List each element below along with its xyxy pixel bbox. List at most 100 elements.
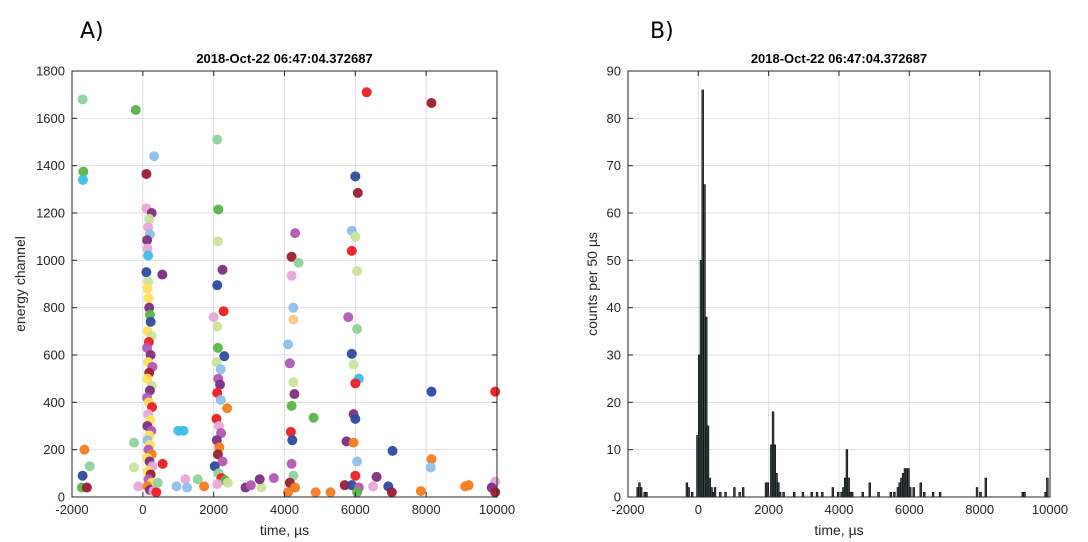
data-point [149,151,160,162]
histogram-bar [975,487,979,498]
data-point [346,245,357,256]
histogram-bar [815,491,819,498]
histogram-bar [984,477,987,498]
data-point [343,312,354,323]
y-tick-label: 30 [607,348,621,363]
data-point [371,471,382,482]
data-point [152,477,163,488]
data-point [288,377,299,388]
y-tick-label: 1800 [36,64,65,79]
panel-b-letter: B) [650,19,674,44]
x-tick-label: 10000 [479,502,515,517]
x-tick-label: 6000 [341,502,370,517]
histogram-bar [893,491,896,498]
data-point [215,394,226,405]
histogram-bar [713,487,717,498]
histogram-bar [861,491,864,498]
data-point [212,236,223,247]
data-point [290,228,301,239]
data-point [212,321,223,332]
data-point [222,403,233,414]
histogram-bar [938,491,942,498]
histogram-bar [724,491,727,498]
data-point [180,474,191,485]
histogram-bar [733,487,736,498]
data-point [178,425,189,436]
data-point [348,359,359,370]
histogram-bar [1046,477,1049,498]
data-point [368,481,379,492]
data-point [352,487,363,498]
x-tick-label: 6000 [895,502,924,517]
y-axis-label: counts per 50 µs [584,232,600,336]
y-axis-label: energy channel [12,236,28,332]
histogram-bar [889,491,893,498]
data-point [128,437,139,448]
data-point [218,306,229,317]
data-point [287,435,298,446]
data-point [350,470,361,481]
x-tick-label: 8000 [965,502,994,517]
histogram-bar [877,491,880,498]
data-point [325,487,336,498]
data-point [78,166,89,177]
data-point [415,486,426,497]
data-point [217,264,228,275]
histogram-bar [741,487,745,498]
y-tick-label: 80 [607,111,621,126]
histogram-bar [690,491,694,498]
data-point [285,426,296,437]
x-tick-label: 0 [695,502,702,517]
data-point [222,477,233,488]
histogram-bar [719,491,722,498]
data-point [192,474,203,485]
data-point [151,487,162,498]
y-tick-label: 60 [607,206,621,221]
data-point [77,94,88,105]
histogram-bar [851,491,854,498]
data-point [171,481,182,492]
data-point [490,487,501,498]
y-tick-label: 400 [43,395,65,410]
data-point [212,449,223,460]
data-point [208,312,219,323]
data-point [283,487,294,498]
x-tick-label: -2000 [55,502,88,517]
data-point [352,265,363,276]
data-point [212,478,223,489]
data-point [352,456,363,467]
data-point [157,269,168,280]
x-tick-label: -2000 [611,502,644,517]
data-point [245,480,256,491]
data-point [142,283,153,294]
data-point [289,389,300,400]
data-point [182,482,193,493]
data-point [268,473,279,484]
data-point [425,462,436,473]
y-tick-label: 1200 [36,206,65,221]
histogram-bar [738,491,741,498]
histogram-bar [919,482,922,498]
data-point [352,187,363,198]
data-point [288,314,299,325]
y-tick-label: 10 [607,442,621,457]
data-point [212,342,223,353]
data-point [426,97,437,108]
data-point [212,134,223,145]
data-point [254,474,265,485]
x-tick-label: 2000 [754,502,783,517]
data-point [130,105,141,116]
data-point [346,348,357,359]
histogram-bar [923,491,926,498]
data-point [286,270,297,281]
data-point [350,413,361,424]
y-tick-label: 50 [607,253,621,268]
data-point [81,482,92,493]
y-tick-label: 40 [607,300,621,315]
data-point [128,462,139,473]
data-point [283,339,294,350]
data-point [77,470,88,481]
data-point [387,445,398,456]
histogram-bar [821,491,824,498]
